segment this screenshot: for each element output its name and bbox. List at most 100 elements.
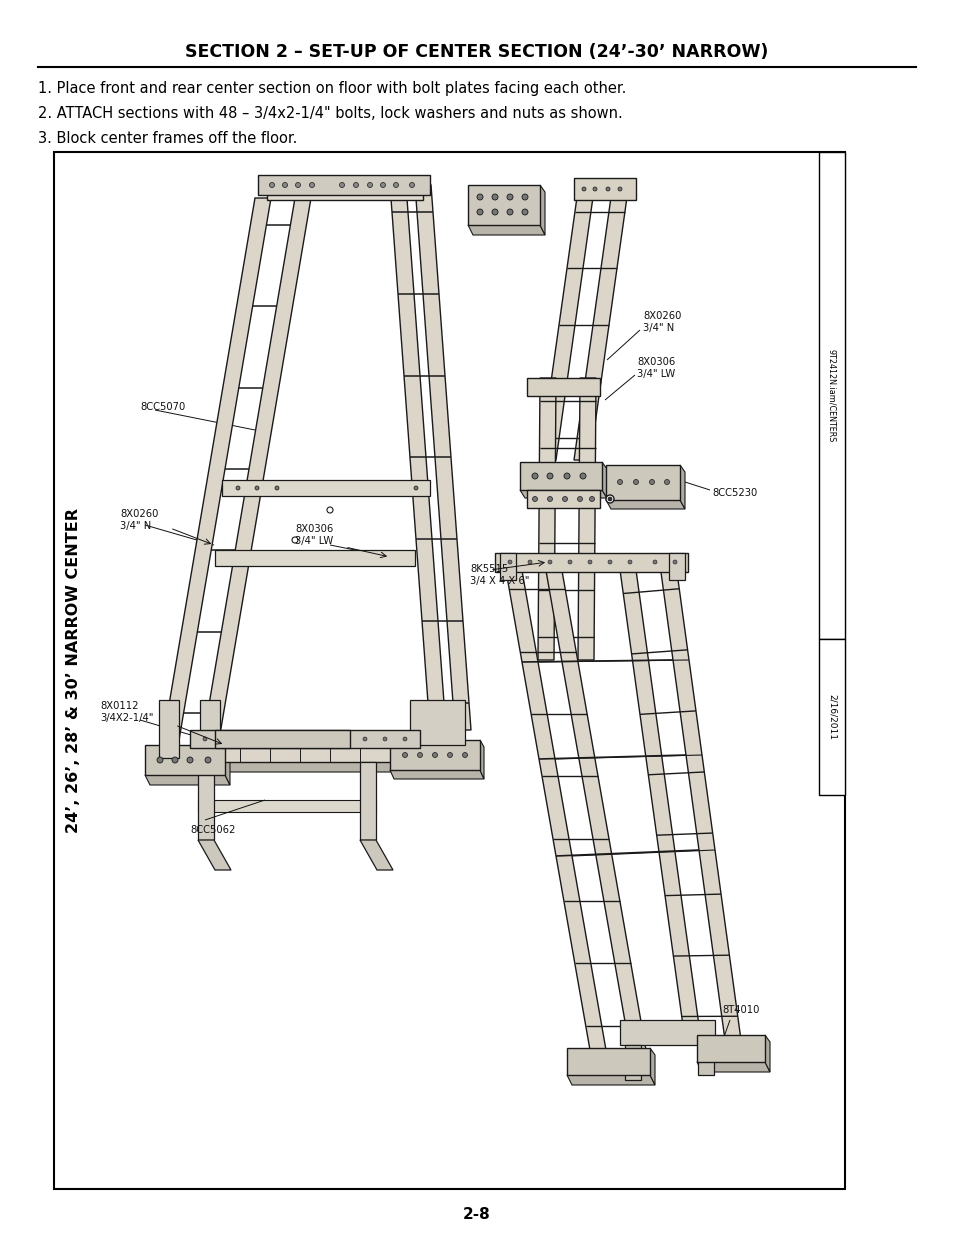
Polygon shape [526, 378, 599, 396]
Text: 24’, 26’, 28’ & 30’ NARROW CENTER: 24’, 26’, 28’ & 30’ NARROW CENTER [66, 508, 81, 834]
Polygon shape [649, 1049, 655, 1086]
Text: 8X0112
3/4X2-1/4": 8X0112 3/4X2-1/4" [100, 700, 153, 724]
Circle shape [587, 559, 592, 564]
Circle shape [506, 209, 513, 215]
Polygon shape [539, 190, 594, 459]
Polygon shape [479, 740, 483, 779]
Circle shape [521, 194, 527, 200]
Circle shape [547, 496, 552, 501]
Polygon shape [619, 1020, 714, 1045]
Circle shape [579, 473, 585, 479]
Polygon shape [519, 462, 601, 490]
Polygon shape [697, 1035, 764, 1062]
Circle shape [309, 183, 314, 188]
Polygon shape [198, 800, 375, 811]
Polygon shape [659, 564, 740, 1040]
Circle shape [527, 559, 532, 564]
Polygon shape [419, 745, 424, 772]
Polygon shape [619, 571, 700, 1040]
Circle shape [672, 559, 677, 564]
Circle shape [295, 183, 300, 188]
Text: 2-8: 2-8 [462, 1207, 491, 1221]
Polygon shape [145, 745, 225, 776]
Circle shape [205, 757, 211, 763]
Polygon shape [539, 185, 544, 235]
Polygon shape [605, 466, 679, 500]
Text: 8K5515
3/4 X 4 X 6": 8K5515 3/4 X 4 X 6" [470, 564, 529, 587]
Polygon shape [390, 769, 483, 779]
Circle shape [382, 737, 387, 741]
Polygon shape [697, 1062, 769, 1072]
Circle shape [521, 209, 527, 215]
Circle shape [367, 183, 372, 188]
Polygon shape [159, 700, 179, 758]
Circle shape [605, 186, 609, 191]
Polygon shape [390, 185, 446, 730]
Polygon shape [519, 490, 606, 498]
Circle shape [327, 508, 333, 513]
Polygon shape [198, 762, 213, 840]
Circle shape [577, 496, 582, 501]
Text: 2. ATTACH sections with 48 – 3/4x2-1/4" bolts, lock washers and nuts as shown.: 2. ATTACH sections with 48 – 3/4x2-1/4" … [38, 106, 622, 121]
Circle shape [492, 194, 497, 200]
Circle shape [402, 752, 407, 757]
Circle shape [339, 183, 344, 188]
Polygon shape [679, 466, 684, 509]
Polygon shape [537, 378, 556, 659]
Circle shape [607, 559, 612, 564]
Circle shape [303, 737, 307, 741]
Polygon shape [200, 700, 220, 747]
Circle shape [546, 473, 553, 479]
Polygon shape [605, 500, 684, 509]
Circle shape [605, 495, 614, 503]
Text: 8CC5230: 8CC5230 [711, 488, 757, 498]
Polygon shape [499, 553, 516, 580]
Text: 1. Place front and rear center section on floor with bolt plates facing each oth: 1. Place front and rear center section o… [38, 82, 626, 96]
Circle shape [274, 487, 278, 490]
Polygon shape [214, 730, 350, 748]
Polygon shape [359, 762, 375, 840]
Circle shape [506, 194, 513, 200]
Circle shape [649, 479, 654, 484]
Polygon shape [190, 730, 419, 748]
Polygon shape [504, 564, 605, 1050]
Circle shape [476, 194, 482, 200]
Text: 3. Block center frames off the floor.: 3. Block center frames off the floor. [38, 131, 297, 146]
Circle shape [476, 209, 482, 215]
Polygon shape [601, 462, 606, 498]
Circle shape [593, 186, 597, 191]
Polygon shape [267, 183, 422, 200]
Polygon shape [203, 198, 311, 740]
Polygon shape [257, 175, 430, 195]
Text: SECTION 2 – SET-UP OF CENTER SECTION (24’-30’ NARROW): SECTION 2 – SET-UP OF CENTER SECTION (24… [185, 43, 768, 61]
Circle shape [223, 737, 227, 741]
Circle shape [547, 559, 552, 564]
Bar [818, 152, 844, 640]
Polygon shape [495, 553, 687, 572]
Polygon shape [468, 225, 544, 235]
Circle shape [380, 183, 385, 188]
Circle shape [343, 737, 347, 741]
Bar [54, 152, 844, 1189]
Circle shape [664, 479, 669, 484]
Polygon shape [222, 480, 430, 496]
Polygon shape [410, 700, 464, 745]
Text: 8X0306
3/4" LW: 8X0306 3/4" LW [294, 524, 333, 546]
Polygon shape [544, 564, 645, 1050]
Circle shape [363, 737, 367, 741]
Circle shape [354, 183, 358, 188]
Polygon shape [214, 550, 415, 566]
Circle shape [243, 737, 247, 741]
Polygon shape [698, 1040, 713, 1074]
Circle shape [627, 559, 631, 564]
Polygon shape [190, 745, 419, 762]
Text: 8X0260
3/4" N: 8X0260 3/4" N [642, 311, 680, 333]
Polygon shape [390, 740, 479, 769]
Polygon shape [624, 1045, 640, 1079]
Polygon shape [198, 840, 231, 869]
Polygon shape [359, 840, 393, 869]
Polygon shape [415, 185, 471, 730]
Circle shape [633, 479, 638, 484]
Circle shape [414, 487, 417, 490]
Text: 8X0260
3/4" N: 8X0260 3/4" N [120, 509, 158, 531]
